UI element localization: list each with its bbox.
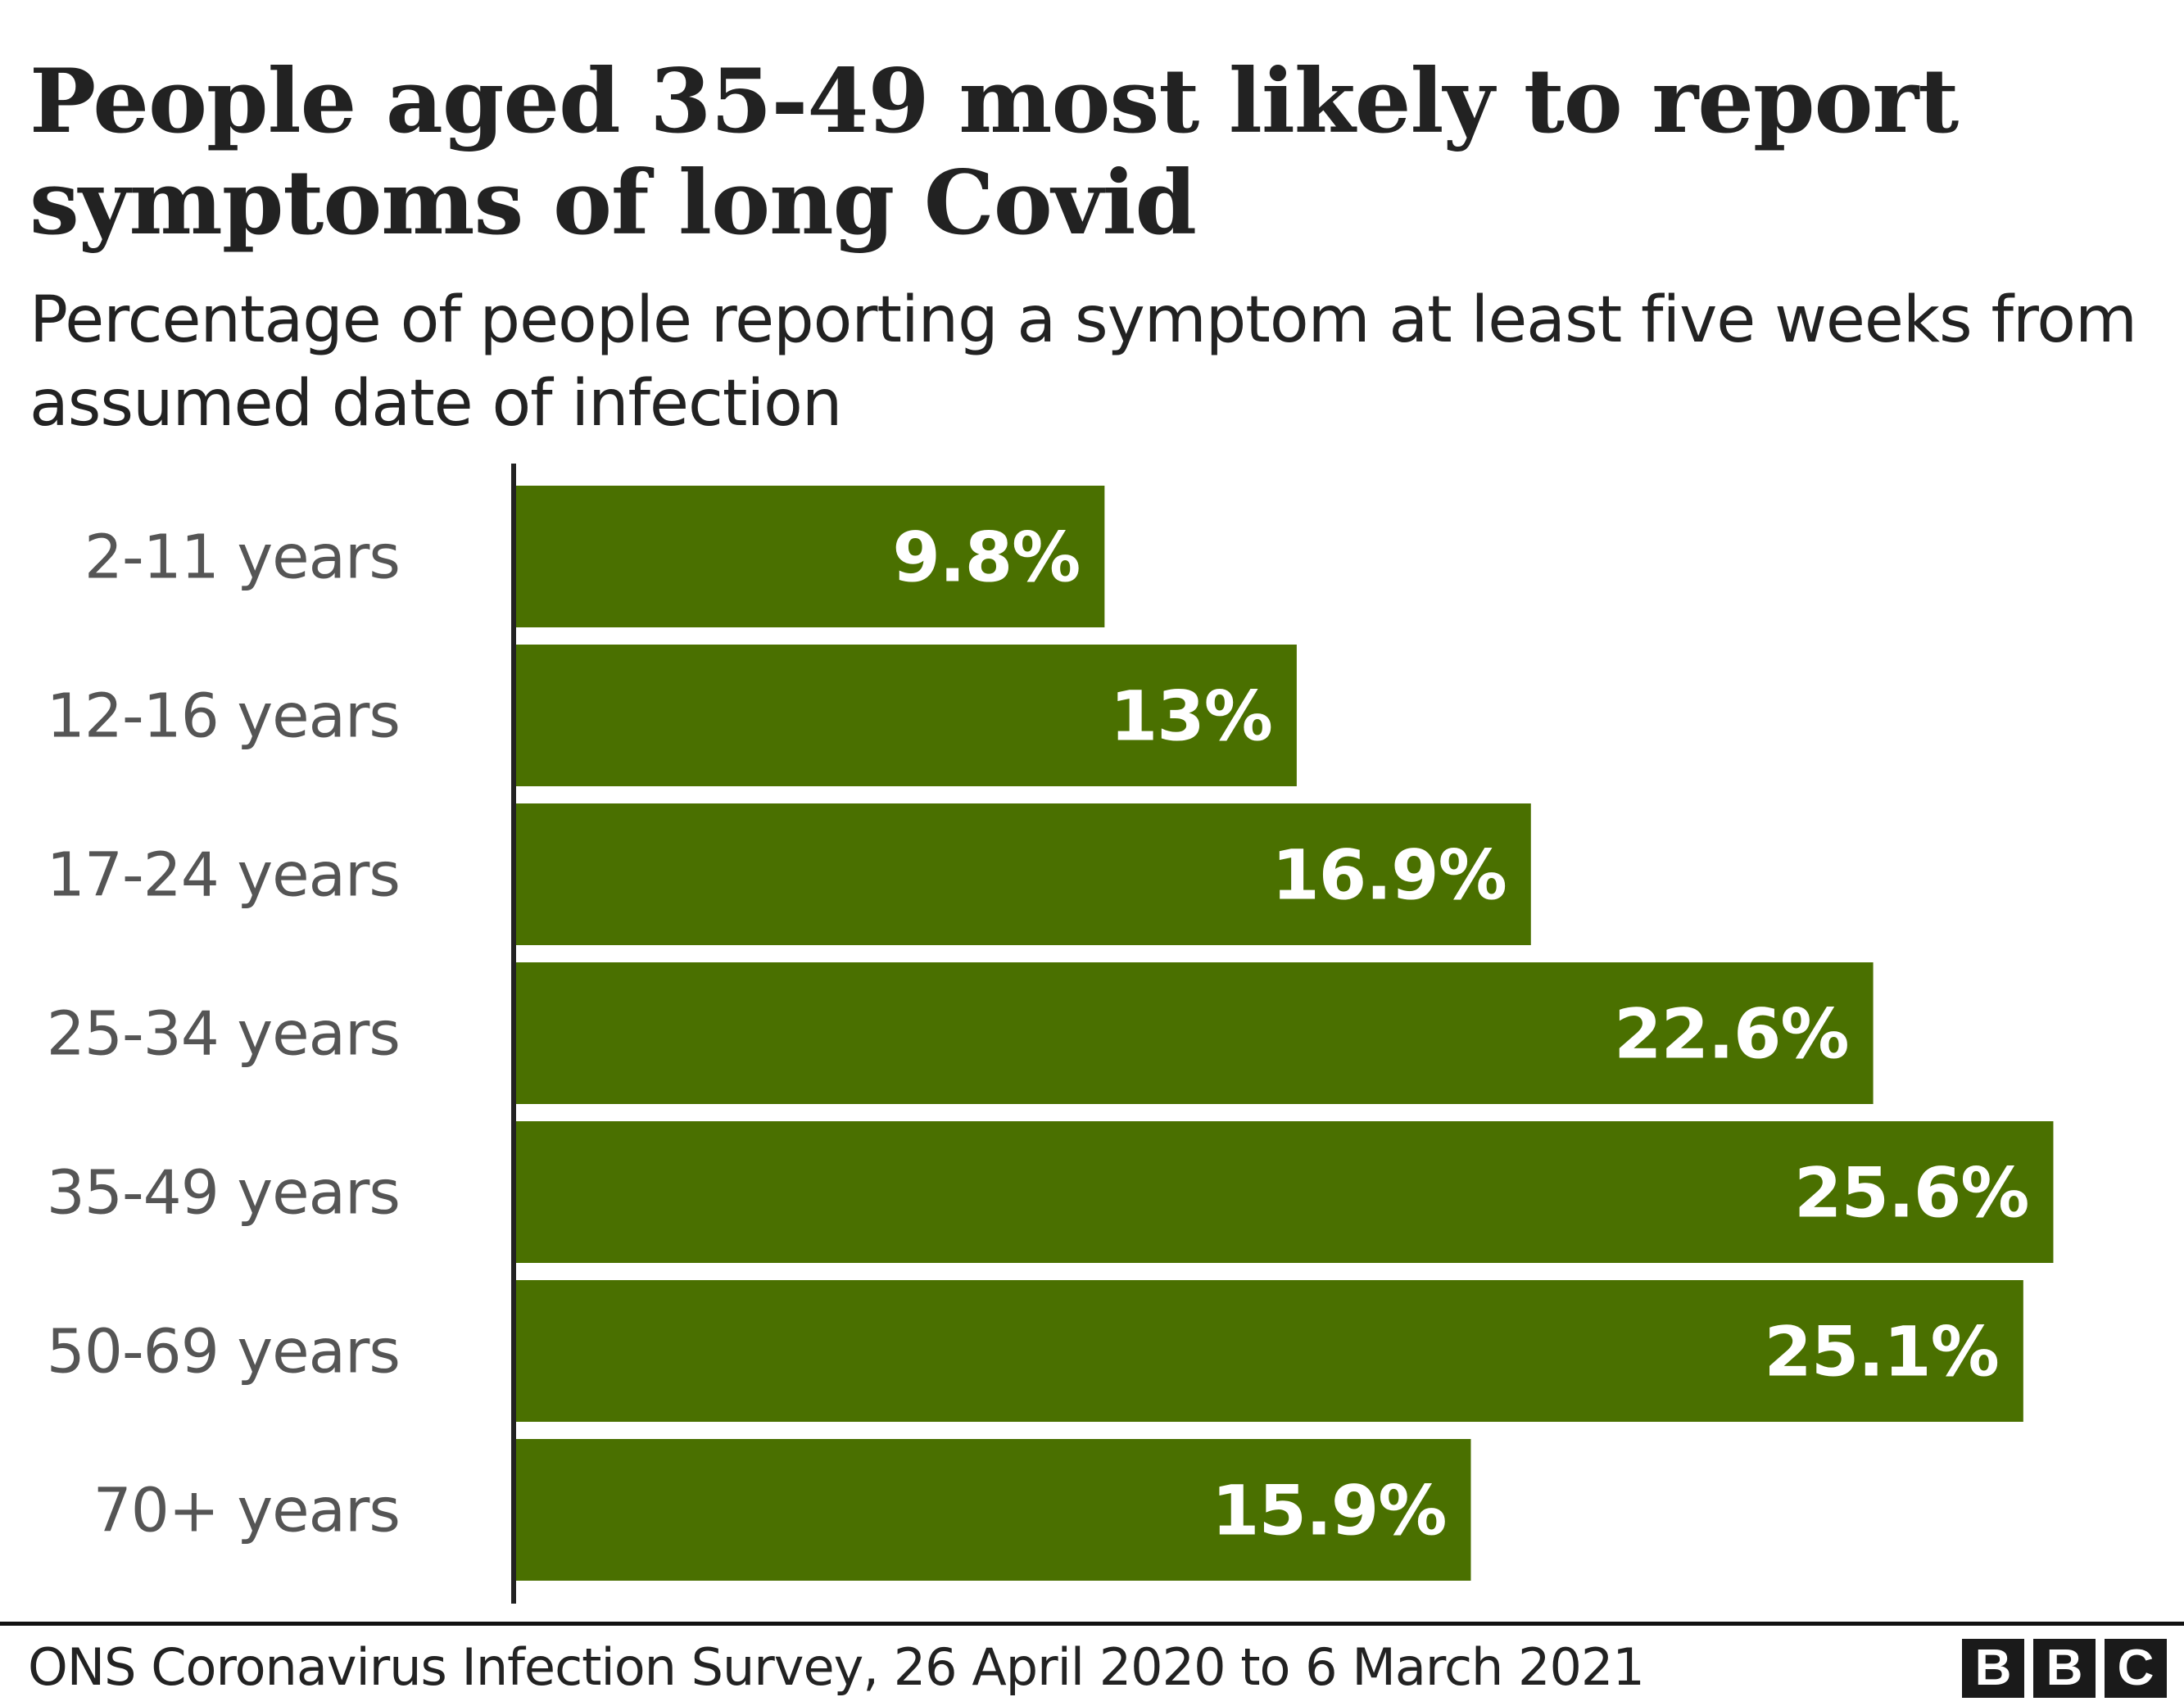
- chart-subtitle: Percentage of people reporting a symptom…: [29, 283, 2137, 441]
- source-note: ONS Coronavirus Infection Survey, 26 Apr…: [28, 1637, 1645, 1697]
- bar: [516, 645, 1297, 786]
- bbc-logo: B B C: [1962, 1639, 2167, 1698]
- bar: [516, 486, 1105, 627]
- value-label: 15.9%: [1212, 1471, 1446, 1551]
- logo-letter: B: [1962, 1639, 2024, 1698]
- footer-divider: [0, 1622, 2184, 1626]
- category-label: 17-24 years: [47, 840, 400, 911]
- value-label: 25.6%: [1794, 1153, 2028, 1233]
- bar: [516, 1280, 2023, 1422]
- category-label: 12-16 years: [47, 681, 400, 752]
- bar: [516, 1121, 2054, 1263]
- value-label: 25.1%: [1764, 1312, 1998, 1392]
- category-label: 25-34 years: [47, 999, 400, 1070]
- category-label: 50-69 years: [47, 1317, 400, 1387]
- chart-title: People aged 35-49 most likely to report …: [29, 50, 1959, 255]
- bar: [516, 1439, 1471, 1581]
- bar: [516, 962, 1874, 1104]
- bar: [516, 803, 1531, 945]
- value-label: 22.6%: [1614, 994, 1848, 1075]
- logo-letter: C: [2105, 1639, 2167, 1698]
- value-label: 9.8%: [892, 518, 1080, 598]
- category-label: 35-49 years: [47, 1158, 400, 1229]
- bar-chart: 2-11 years 9.8% 12-16 years 13% 17-24 years 1…: [47, 464, 2054, 1604]
- value-label: 13%: [1110, 677, 1272, 757]
- logo-letter: B: [2033, 1639, 2096, 1698]
- y-axis-line: [511, 464, 516, 1604]
- value-label: 16.9%: [1271, 835, 1506, 916]
- category-label: 2-11 years: [84, 523, 400, 593]
- category-label: 70+ years: [93, 1476, 400, 1546]
